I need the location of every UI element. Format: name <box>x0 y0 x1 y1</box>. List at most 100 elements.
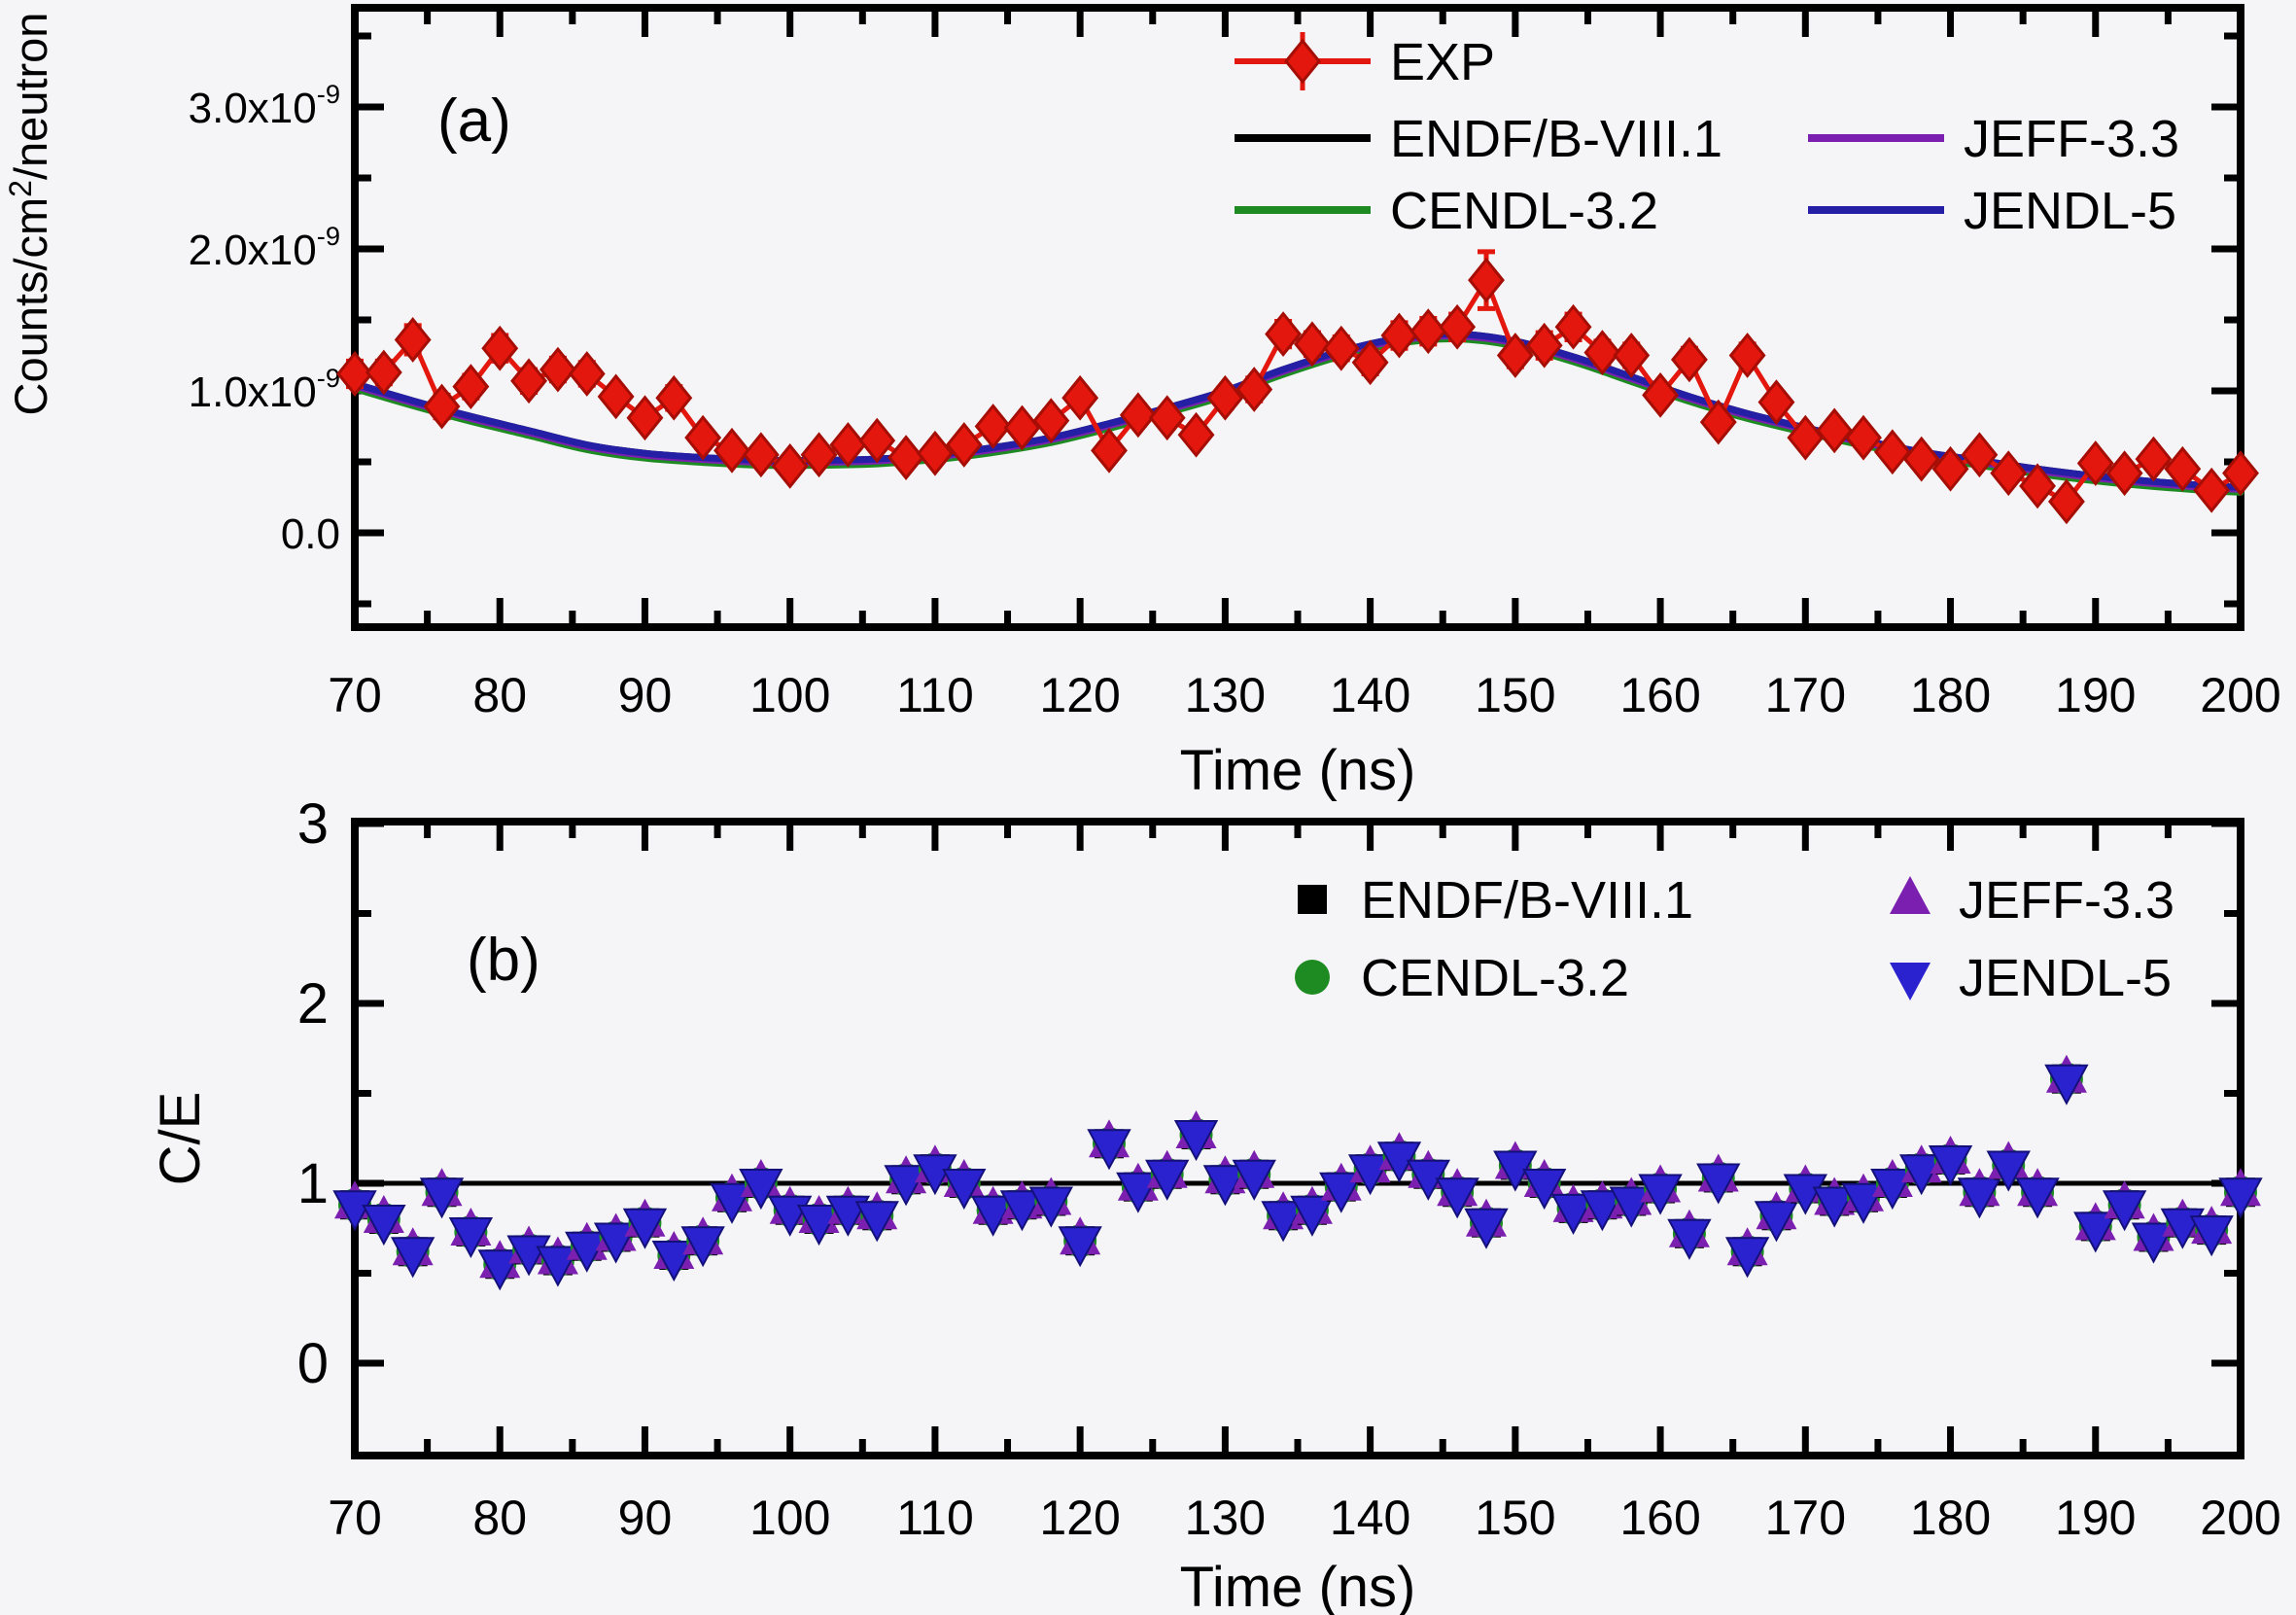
legend-label-jendl-b: JENDL-5 <box>1959 949 2172 1007</box>
exp-data-point <box>2164 445 2202 492</box>
panel-b-x-tick-label: 180 <box>1910 1491 1991 1545</box>
exp-data-point <box>1699 399 1737 445</box>
exp-data-point <box>1206 374 1244 421</box>
panel-a-y-axis-title: Counts/cm2/neutron <box>3 13 56 416</box>
exp-data-point <box>1468 257 1505 303</box>
ce-marker-triangle-down <box>680 1226 725 1268</box>
exp-data-point <box>1177 411 1215 458</box>
panel-a-x-tick-label: 70 <box>328 668 382 722</box>
ce-marker-triangle-down <box>1870 1169 1915 1211</box>
ce-marker-triangle-down <box>1609 1186 1653 1228</box>
exp-data-point <box>1409 308 1447 355</box>
legend-jeff-marker <box>1890 876 1931 914</box>
ce-marker-triangle-down <box>1841 1182 1886 1224</box>
ce-marker-triangle-down <box>506 1235 551 1277</box>
ce-marker-triangle-down <box>2102 1190 2147 1232</box>
panel-b-y-tick-label: 3 <box>297 792 329 856</box>
ce-marker-triangle-down <box>565 1231 609 1273</box>
legend-cendl-marker <box>1295 960 1330 995</box>
ce-marker-triangle-down <box>1058 1226 1102 1268</box>
exp-data-point <box>1119 392 1157 439</box>
legend-exp-marker <box>1284 38 1321 85</box>
panel-b: 70 80 90 100 110 120 130 140 150 160 170 180 190 200 0… <box>149 792 2281 1615</box>
panel-a-plot-area: 70 80 90 100 110 120 130 140 150 160 170 180 190 200 0… <box>189 4 2281 722</box>
panel-a-x-tick-label: 100 <box>749 668 830 722</box>
panel-b-x-tick-label: 90 <box>618 1491 673 1545</box>
ce-marker-triangle-down <box>1696 1163 1741 1205</box>
ce-marker-triangle-down <box>884 1165 928 1207</box>
exp-data-point <box>1845 414 1882 461</box>
legend-label-jeff: JEFF-3.3 <box>1964 110 2179 168</box>
ce-marker-triangle-down <box>1783 1174 1827 1215</box>
panel-b-x-tick-label: 120 <box>1039 1491 1120 1545</box>
panel-a-x-tick-label: 140 <box>1330 668 1410 722</box>
exp-data-point <box>742 432 780 478</box>
exp-data-point <box>1351 339 1389 386</box>
panel-a-x-tick-label: 200 <box>2200 668 2280 722</box>
ce-marker-triangle-down <box>1724 1237 1770 1279</box>
ce-marker-triangle-down <box>536 1246 580 1287</box>
legend-label-jendl: JENDL-5 <box>1964 182 2176 240</box>
panel-a-frame <box>351 4 2244 631</box>
exp-data-point <box>626 395 664 441</box>
panel-a: 70 80 90 100 110 120 130 140 150 160 170 180 190 200 0… <box>3 4 2281 802</box>
exp-data-point <box>1757 379 1795 426</box>
ce-marker-triangle-down <box>1899 1154 1944 1196</box>
ce-marker-triangle-down <box>1232 1159 1276 1201</box>
ce-marker-triangle-down <box>1087 1129 1131 1171</box>
panel-b-y-tick-label: 0 <box>297 1332 329 1395</box>
exp-data-point <box>713 427 750 474</box>
exp-data-point <box>684 414 722 461</box>
exp-data-point <box>1439 303 1477 350</box>
exp-data-point <box>1931 445 1969 492</box>
panel-a-x-tick-label: 180 <box>1910 668 1991 722</box>
ce-marker-triangle-down <box>1580 1190 1625 1232</box>
exp-data-point <box>1380 312 1418 359</box>
exp-data-point <box>771 442 809 489</box>
exp-data-point <box>1902 436 1940 482</box>
legend-label-endfb: ENDF/B-VIII.1 <box>1390 110 1722 168</box>
panel-b-tag: (b) <box>467 927 540 994</box>
ce-marker-triangle-down <box>1986 1150 2031 1192</box>
exp-data-point <box>1613 333 1651 378</box>
ce-marker-triangle-down <box>1173 1120 1219 1162</box>
panel-b-x-tick-label: 80 <box>472 1491 527 1545</box>
ce-marker-triangle-down <box>1957 1177 2002 1219</box>
exp-data-point <box>655 374 693 421</box>
exp-data-point <box>2105 450 2143 497</box>
exp-data-point <box>829 422 867 468</box>
exp-data-point <box>1061 374 1099 421</box>
panel-b-y-tick-label: 1 <box>297 1152 329 1215</box>
ce-marker-triangle-down <box>942 1169 987 1211</box>
exp-data-point <box>365 349 402 396</box>
ce-marker-triangle-down <box>739 1169 783 1211</box>
exp-data-point <box>568 351 606 397</box>
ce-marker-triangle-down <box>477 1249 522 1291</box>
ce-marker-triangle-down <box>448 1216 494 1259</box>
ce-marker-triangle-down <box>1319 1172 1364 1213</box>
ce-marker-triangle-down <box>1028 1186 1073 1228</box>
ce-marker-triangle-down <box>2015 1177 2060 1219</box>
ce-marker-triangle-down <box>391 1237 435 1279</box>
exp-data-point <box>2135 436 2173 482</box>
panel-b-x-tick-label: 70 <box>328 1491 382 1545</box>
legend-jendl-marker <box>1890 963 1931 1001</box>
panel-a-y-tick-label: 1.0x10-9 <box>189 363 340 416</box>
ce-marker-triangle-down <box>854 1201 899 1243</box>
exp-data-point <box>597 373 635 420</box>
exp-data-point <box>974 404 1012 449</box>
ce-marker-triangle-down <box>622 1208 668 1249</box>
exp-data-point <box>481 325 519 371</box>
panel-a-tag: (a) <box>437 88 511 155</box>
panel-a-x-tick-label: 80 <box>472 668 527 722</box>
exp-data-point <box>887 435 925 481</box>
ce-marker-triangle-down <box>999 1190 1045 1232</box>
exp-data-point <box>1961 432 1999 478</box>
panel-b-legend-samples <box>1295 876 1931 1001</box>
exp-data-point <box>1990 450 2028 497</box>
legend-label-jeff-b: JEFF-3.3 <box>1959 871 2174 930</box>
panel-a-x-tick-label: 120 <box>1039 668 1120 722</box>
panel-b-frame <box>351 818 2244 1459</box>
exp-data-point <box>1235 367 1273 412</box>
